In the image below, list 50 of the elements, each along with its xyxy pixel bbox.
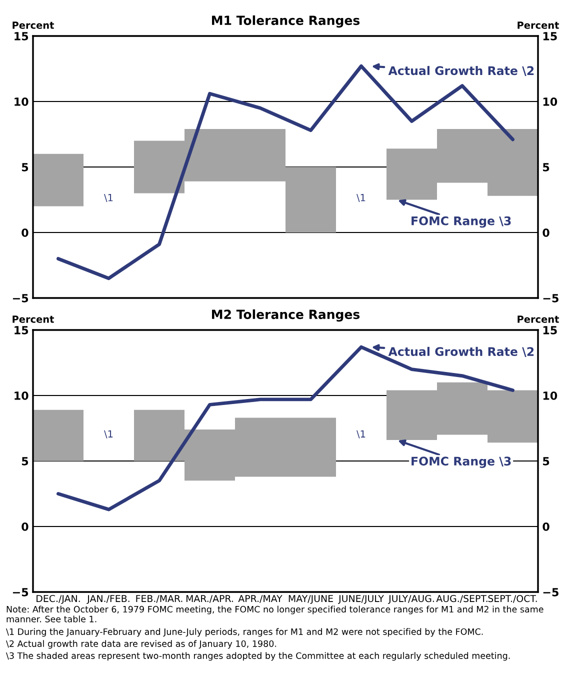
text: \2 Actual growth rate data are revised as of January 10, 1980. xyxy=(6,640,276,649)
annotation: \1 xyxy=(356,194,366,202)
annotation: Actual Growth Rate \2 xyxy=(388,66,534,76)
bar xyxy=(33,154,84,206)
annotation: FOMC Range \3 xyxy=(412,456,511,468)
x-tick-label: MAY/JUNE xyxy=(288,595,333,604)
text: Note: After the October 6, 1979 FOMC meeting, the FOMC no longer specified tolerance ranges for M1 and M2 in the same manner. See table 1. xyxy=(6,606,544,622)
y2-tick-label: −5 xyxy=(543,294,558,302)
y2-tick-label: 10 xyxy=(543,97,558,106)
chart-title: M1 Tolerance Ranges xyxy=(212,15,360,28)
x-tick-label: JULY/AUG. xyxy=(388,594,434,604)
y-tick-label: 0 xyxy=(22,522,28,531)
y2-tick-label: 0 xyxy=(542,228,550,237)
x-tick-label: SEPT./OCT. xyxy=(488,594,537,603)
y-tick-label: −5 xyxy=(12,588,28,596)
x-tick-label: JUNE/JULY xyxy=(338,595,384,604)
y-tick-label: 10 xyxy=(14,391,28,400)
y2-tick-label: −5 xyxy=(543,588,558,596)
x-tick-label: JAN./FEB. xyxy=(86,595,130,604)
y2-tick-label: 15 xyxy=(543,32,557,40)
y2-tick-label: 5 xyxy=(543,163,550,172)
bar xyxy=(33,410,84,461)
annotation: \1 xyxy=(104,194,113,202)
y2-axis-title: Percent xyxy=(518,22,559,29)
y-axis-title: Percent xyxy=(12,316,54,323)
y2-axis-title: Percent xyxy=(518,316,559,323)
x-tick-label: MAR./APR. xyxy=(186,595,233,603)
y2-tick-label: 15 xyxy=(543,326,557,334)
x-tick-label: DEC./JAN. xyxy=(36,594,80,604)
y-tick-label: 5 xyxy=(22,457,28,466)
y-tick-label: −5 xyxy=(12,294,28,302)
x-tick-label: FEB./MAR. xyxy=(136,595,182,603)
y-tick-label: 10 xyxy=(14,97,28,106)
x-tick-label: APR./MAY xyxy=(238,595,282,603)
annotation: \1 xyxy=(356,430,366,438)
annotation: Actual Growth Rate \2 xyxy=(388,346,534,357)
text: \1 During the January-February and June-July periods, ranges for M1 and M2 were not specified by the FOMC. xyxy=(6,628,483,637)
y2-tick-label: 10 xyxy=(543,391,558,400)
y-tick-label: 15 xyxy=(14,32,28,40)
text: \3 The shaded areas represent two-month ranges adopted by the Committee at each regularly scheduled meeting. xyxy=(6,652,510,661)
y-axis-title: Percent xyxy=(12,22,54,29)
y2-tick-label: 5 xyxy=(543,457,550,466)
x-tick-label: AUG./SEPT. xyxy=(436,594,488,603)
y2-tick-label: 0 xyxy=(542,522,550,531)
chart-title: M2 Tolerance Ranges xyxy=(212,309,360,322)
y-tick-label: 5 xyxy=(22,163,28,172)
y-tick-label: 0 xyxy=(22,228,28,237)
annotation: FOMC Range \3 xyxy=(412,216,511,228)
y-tick-label: 15 xyxy=(14,326,28,334)
annotation: \1 xyxy=(104,430,113,438)
